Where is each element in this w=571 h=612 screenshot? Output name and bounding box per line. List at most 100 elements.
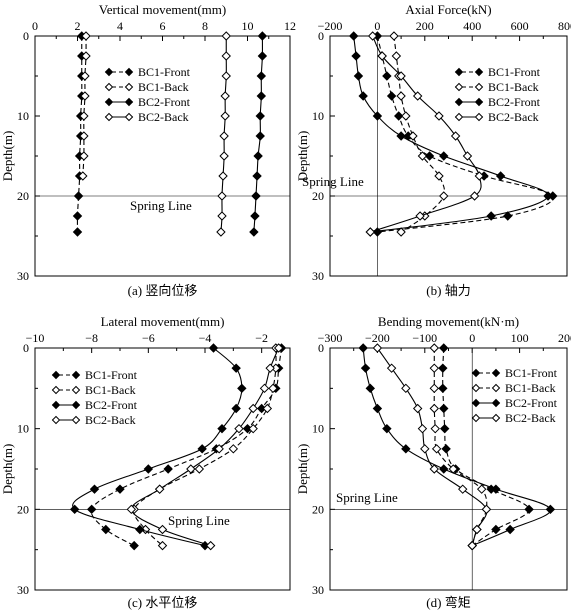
panel-d: −300 −200 −100 0 100 200 0 10 20 30 Bending moveme… xyxy=(295,314,571,610)
x-tick-label: 600 xyxy=(511,19,529,33)
data-point xyxy=(154,484,165,494)
data-point xyxy=(505,524,515,535)
legend-marker xyxy=(474,67,484,77)
data-point xyxy=(80,71,90,81)
y-tick-label: 30 xyxy=(312,583,324,597)
legend-label: BC2-Front xyxy=(138,95,191,109)
data-point xyxy=(351,51,361,61)
panel-c: −10 −8 −6 −4 −2 0 10 20 30 Lateral movement(mm) De… xyxy=(0,314,291,610)
legend-label: BC2-Back xyxy=(85,413,136,427)
data-point xyxy=(358,343,368,353)
data-point xyxy=(429,464,439,474)
data-point xyxy=(217,191,227,201)
x-tick-label: 800 xyxy=(558,19,571,33)
data-point xyxy=(372,403,383,414)
legend-marker xyxy=(71,415,81,425)
series-bc2-back xyxy=(365,31,485,237)
legend-marker xyxy=(454,67,464,77)
data-point xyxy=(81,51,91,61)
legend-marker xyxy=(491,383,501,393)
x-tick-label: −4 xyxy=(199,331,212,345)
data-point xyxy=(382,71,392,81)
data-point xyxy=(69,504,80,515)
data-point xyxy=(221,71,231,81)
x-tick-label: −10 xyxy=(26,331,45,345)
data-point xyxy=(377,51,387,61)
data-point xyxy=(439,403,449,414)
legend-marker xyxy=(471,413,481,423)
data-point xyxy=(408,131,418,141)
data-point xyxy=(474,171,485,181)
x-tick-label: −300 xyxy=(318,331,343,345)
y-tick-label: 10 xyxy=(312,109,324,123)
data-point xyxy=(401,383,411,394)
legend-marker xyxy=(124,67,134,77)
x-axis-title: Lateral movement(mm) xyxy=(101,314,225,329)
x-tick-label: −200 xyxy=(365,331,390,345)
data-point xyxy=(372,343,383,353)
legend-marker xyxy=(454,112,464,122)
x-tick-label: 200 xyxy=(558,331,571,345)
data-point xyxy=(208,343,219,353)
x-tick-label: 6 xyxy=(160,19,166,33)
data-point xyxy=(367,31,378,41)
legend-label: BC2-Back xyxy=(138,110,189,124)
y-tick-label: 20 xyxy=(17,502,29,516)
y-tick-label: 20 xyxy=(312,189,324,203)
legend-marker xyxy=(474,97,484,107)
data-point xyxy=(251,191,261,201)
data-point xyxy=(80,91,90,101)
data-point xyxy=(157,524,168,535)
legend-marker xyxy=(471,368,481,378)
panel-a: 0 2 4 6 8 10 12 0 10 20 30 Vertical movement(mm) Dep… xyxy=(0,2,296,298)
y-tick-label: 30 xyxy=(17,269,29,283)
x-tick-label: −200 xyxy=(318,19,343,33)
y-axis-title: Depth(m) xyxy=(0,444,15,495)
data-point xyxy=(524,504,534,515)
data-point xyxy=(486,211,496,221)
data-point xyxy=(439,343,449,353)
y-tick-label: 0 xyxy=(318,29,324,43)
data-point xyxy=(417,151,428,161)
data-point xyxy=(424,151,435,161)
data-point xyxy=(265,363,275,373)
y-tick-label: 0 xyxy=(318,341,324,355)
data-point xyxy=(157,540,168,551)
data-point xyxy=(262,403,273,414)
data-point xyxy=(429,363,439,373)
data-point xyxy=(255,131,265,141)
legend-label: BC1-Back xyxy=(138,80,189,94)
data-point xyxy=(237,383,247,394)
data-point xyxy=(365,227,375,237)
y-tick-label: 10 xyxy=(17,422,29,436)
data-point xyxy=(439,151,449,161)
x-tick-label: 12 xyxy=(284,19,296,33)
x-tick-label: 0 xyxy=(469,331,475,345)
series-line xyxy=(353,35,549,233)
x-tick-label: 4 xyxy=(117,19,123,33)
data-point xyxy=(417,423,428,434)
data-point xyxy=(143,464,154,474)
data-point xyxy=(360,363,371,373)
legend-marker xyxy=(71,370,81,380)
series-line xyxy=(90,347,283,547)
x-axis-title: Axial Force(kN) xyxy=(405,2,491,17)
data-point xyxy=(401,444,411,454)
legend-marker xyxy=(491,398,501,408)
legend-label: BC2-Back xyxy=(488,110,539,124)
y-tick-label: 20 xyxy=(17,189,29,203)
data-point xyxy=(401,111,411,121)
legend-label: BC1-Front xyxy=(85,368,138,382)
data-point xyxy=(255,111,265,121)
x-tick-label: 0 xyxy=(32,19,38,33)
data-point xyxy=(194,464,205,474)
legend-marker xyxy=(104,112,114,122)
plot-frame xyxy=(34,347,291,591)
data-point xyxy=(252,171,262,181)
data-point xyxy=(491,524,501,535)
legend-label: BC2-Back xyxy=(505,411,556,425)
legend-marker xyxy=(474,82,484,92)
data-point xyxy=(86,504,97,515)
